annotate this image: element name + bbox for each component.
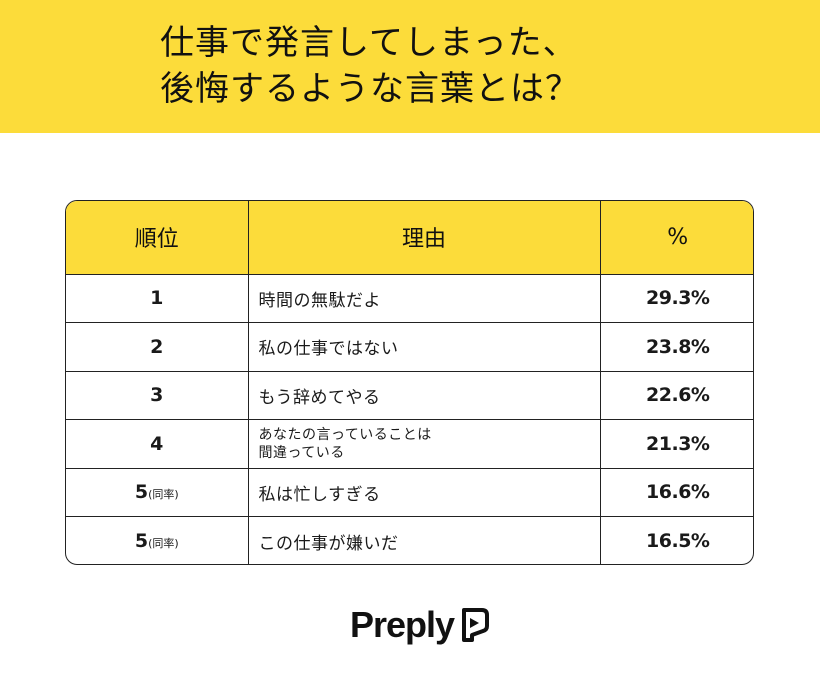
column-header-rank: 順位: [134, 227, 179, 253]
brand-wordmark: Preply: [350, 604, 455, 645]
table-row: 5(同率) 私は忙しすぎる 16.6%: [66, 467, 753, 517]
reason-cell: 私は忙しすぎる: [247, 467, 600, 517]
rank-cell: 3: [66, 370, 248, 420]
percent-cell: 16.6%: [599, 467, 753, 517]
rank-value: 5: [134, 481, 149, 504]
ranking-table: 順位 理由 % 1 時間の無駄だよ 29.3% 2 私の仕事ではない 23.8%…: [65, 200, 754, 565]
rank-cell: 5(同率): [66, 516, 248, 564]
reason-line-2: 間違っている: [258, 444, 345, 461]
percent-cell: 22.6%: [599, 370, 753, 420]
reason-line-1: あなたの言っていることは: [258, 426, 432, 443]
percent-cell: 16.5%: [599, 516, 753, 564]
reason-cell: もう辞めてやる: [247, 370, 600, 420]
reason-cell: 私の仕事ではない: [247, 322, 600, 371]
rank-value: 1: [150, 287, 164, 310]
page-title: 仕事で発言してしまった、 後悔するような言葉とは？: [160, 20, 760, 112]
preply-logo: Preply: [350, 603, 490, 647]
percent-cell: 21.3%: [599, 419, 753, 468]
rank-cell: 2: [66, 322, 248, 371]
table-row: 2 私の仕事ではない 23.8%: [66, 322, 753, 371]
rank-note: (同率): [148, 488, 179, 502]
reason-cell: あなたの言っていることは 間違っている: [247, 419, 600, 468]
table-row: 4 あなたの言っていることは 間違っている 21.3%: [66, 419, 753, 468]
rank-cell: 4: [66, 419, 248, 468]
rank-cell: 1: [66, 273, 248, 323]
table-row: 1 時間の無駄だよ 29.3%: [66, 273, 753, 323]
rank-note: (同率): [148, 537, 179, 550]
rank-value: 4: [150, 432, 164, 455]
table-row: 3 もう辞めてやる 22.6%: [66, 370, 753, 420]
table-header-row: 順位 理由 %: [66, 201, 753, 274]
rank-cell: 5(同率): [66, 467, 248, 517]
column-header-percent: %: [599, 201, 753, 274]
title-line-1: 仕事で発言してしまった、: [160, 23, 578, 63]
table-row: 5(同率) この仕事が嫌いだ 16.5%: [66, 516, 753, 564]
rank-value: 2: [150, 335, 164, 358]
percent-cell: 29.3%: [599, 273, 753, 323]
rank-value: 3: [150, 384, 164, 407]
reason-cell: 時間の無駄だよ: [247, 273, 600, 323]
reason-cell: この仕事が嫌いだ: [247, 516, 600, 564]
preply-logo-icon: [460, 606, 490, 644]
title-line-2: 後悔するような言葉とは？: [160, 69, 580, 109]
title-banner: 仕事で発言してしまった、 後悔するような言葉とは？: [0, 0, 820, 133]
column-header-reason: 理由: [247, 201, 600, 274]
rank-value: 5: [134, 530, 149, 552]
percent-cell: 23.8%: [599, 322, 753, 371]
